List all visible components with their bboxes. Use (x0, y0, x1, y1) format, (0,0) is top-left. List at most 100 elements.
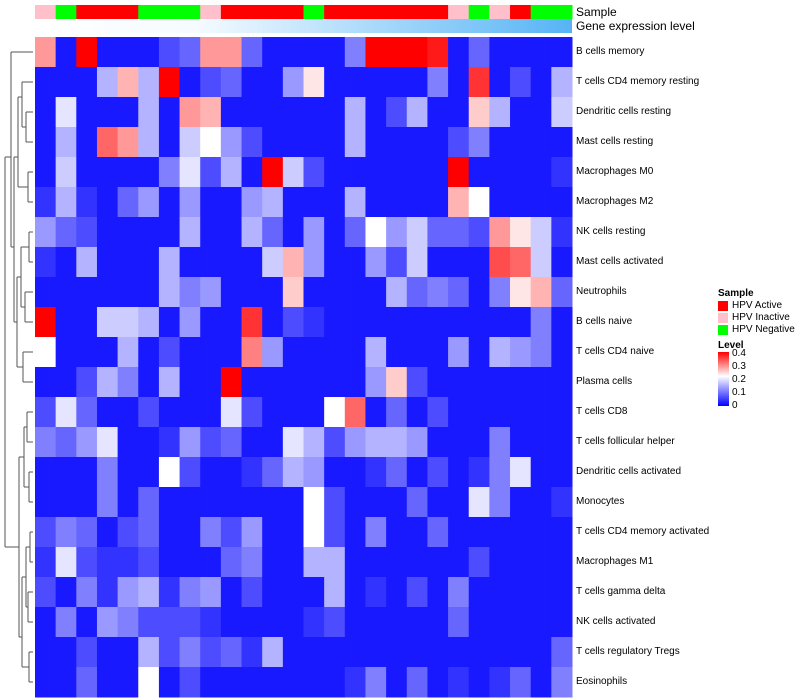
heatmap-cell-mast-cells-resting-5 (117, 127, 139, 158)
heatmap-cell-t-cells-cd4-naive-5 (117, 337, 139, 368)
heatmap-cell-eosinophils-8 (179, 667, 201, 698)
heatmap-cell-macrophages-m1-18 (386, 547, 408, 578)
heatmap-cell-dendritic-cells-resting-19 (406, 97, 428, 128)
heatmap-cell-t-cells-cd8-1 (35, 397, 57, 428)
heatmap-cell-b-cells-naive-4 (96, 307, 119, 338)
heatmap-cell-b-cells-memory-17 (365, 37, 387, 68)
heatmap-cell-t-cells-cd4-memory-resting-7 (158, 67, 181, 98)
heatmap-cell-mast-cells-resting-26 (551, 127, 573, 158)
heatmap-cell-macrophages-m1-1 (35, 547, 57, 578)
sample-annotation-cell-6 (138, 5, 160, 19)
sample-annotation-cell-11 (241, 5, 263, 19)
heatmap-cell-dendritic-cells-resting-25 (530, 97, 552, 128)
heatmap-cell-eosinophils-1 (35, 667, 57, 698)
heatmap-cell-macrophages-m1-13 (282, 547, 304, 578)
heatmap-cell-b-cells-memory-5 (117, 37, 139, 68)
heatmap-cell-nk-cells-activated-1 (35, 607, 57, 638)
heatmap-cell-plasma-cells-1 (35, 367, 57, 398)
heatmap-cell-dendritic-cells-resting-14 (303, 97, 325, 128)
heatmap-cell-dendritic-cells-resting-13 (282, 97, 304, 128)
sample-annotation-title: Sample (576, 5, 617, 19)
heatmap-cell-plasma-cells-10 (220, 367, 243, 398)
heatmap-cell-neutrophils-9 (200, 277, 222, 308)
heatmap-cell-monocytes-26 (551, 487, 573, 518)
heatmap-cell-nk-cells-resting-13 (282, 217, 304, 248)
heatmap-cell-macrophages-m1-26 (551, 547, 573, 578)
heatmap-cell-macrophages-m2-14 (303, 187, 325, 218)
heatmap-cell-t-cells-gamma-delta-14 (303, 577, 325, 608)
heatmap-cell-nk-cells-activated-18 (386, 607, 408, 638)
heatmap-cell-b-cells-naive-11 (241, 307, 263, 338)
heatmap-cell-macrophages-m1-25 (530, 547, 552, 578)
heatmap-cell-plasma-cells-3 (76, 367, 98, 398)
heatmap-cell-t-cells-regulatory-tregs-3 (76, 637, 98, 668)
heatmap-cell-t-cells-follicular-helper-8 (179, 427, 201, 458)
heatmap-cell-nk-cells-resting-5 (117, 217, 139, 248)
heatmap-cell-neutrophils-10 (220, 277, 243, 308)
heatmap-cell-nk-cells-resting-17 (365, 217, 387, 248)
heatmap-cell-b-cells-naive-21 (448, 307, 470, 338)
heatmap-cell-mast-cells-resting-21 (448, 127, 470, 158)
heatmap-cell-nk-cells-resting-2 (55, 217, 77, 248)
heatmap-cell-nk-cells-activated-9 (200, 607, 222, 638)
level-tick-0-3: 0.3 (732, 361, 746, 372)
heatmap-cell-mast-cells-resting-8 (179, 127, 201, 158)
heatmap-cell-dendritic-cells-activated-3 (76, 457, 98, 488)
heatmap-cell-t-cells-follicular-helper-2 (55, 427, 77, 458)
heatmap-cell-t-cells-cd8-8 (179, 397, 201, 428)
heatmap-cell-t-cells-cd4-naive-23 (489, 337, 511, 368)
heatmap-cell-t-cells-cd4-memory-resting-17 (365, 67, 387, 98)
heatmap-cell-t-cells-cd4-memory-activated-23 (489, 517, 511, 548)
heatmap-cell-neutrophils-2 (55, 277, 77, 308)
heatmap-cell-mast-cells-activated-20 (427, 247, 449, 278)
heatmap-cell-mast-cells-activated-16 (344, 247, 366, 278)
heatmap-cell-macrophages-m0-18 (386, 157, 408, 188)
heatmap-cell-t-cells-cd4-memory-resting-24 (510, 67, 532, 98)
heatmap-cell-monocytes-25 (530, 487, 552, 518)
heatmap-cell-t-cells-cd4-memory-activated-16 (344, 517, 366, 548)
heatmap-cell-t-cells-gamma-delta-2 (55, 577, 77, 608)
heatmap-cell-t-cells-follicular-helper-11 (241, 427, 263, 458)
heatmap-cell-b-cells-memory-9 (200, 37, 222, 68)
heatmap-cell-t-cells-cd4-memory-resting-1 (35, 67, 57, 98)
heatmap-cell-mast-cells-activated-24 (510, 247, 532, 278)
heatmap-cell-mast-cells-resting-15 (324, 127, 346, 158)
sample-annotation-cell-21 (448, 5, 470, 19)
heatmap-cell-nk-cells-activated-19 (406, 607, 428, 638)
heatmap-cell-dendritic-cells-activated-20 (427, 457, 449, 488)
sample-annotation-cell-10 (220, 5, 243, 19)
heatmap-cell-macrophages-m0-13 (282, 157, 304, 188)
heatmap-cell-t-cells-follicular-helper-18 (386, 427, 408, 458)
sample-annotation-cell-7 (158, 5, 181, 19)
heatmap-cell-dendritic-cells-activated-21 (448, 457, 470, 488)
heatmap-cell-t-cells-cd8-26 (551, 397, 573, 428)
heatmap-cell-t-cells-regulatory-tregs-17 (365, 637, 387, 668)
heatmap-cell-eosinophils-22 (468, 667, 490, 698)
heatmap-cell-nk-cells-activated-4 (96, 607, 119, 638)
heatmap-cell-monocytes-20 (427, 487, 449, 518)
heatmap-cell-t-cells-regulatory-tregs-4 (96, 637, 119, 668)
heatmap-cell-macrophages-m2-20 (427, 187, 449, 218)
row-label-neutrophils: Neutrophils (576, 286, 627, 297)
row-label-macrophages-m0: Macrophages M0 (576, 166, 654, 177)
heatmap-cell-t-cells-cd4-naive-6 (138, 337, 160, 368)
heatmap-cell-nk-cells-activated-12 (262, 607, 284, 638)
heatmap-cell-b-cells-memory-7 (158, 37, 181, 68)
heatmap-cell-t-cells-regulatory-tregs-25 (530, 637, 552, 668)
heatmap-cell-t-cells-cd4-memory-activated-7 (158, 517, 181, 548)
legend-item-hpv-negative: HPV Negative (718, 324, 795, 336)
heatmap-cell-nk-cells-activated-15 (324, 607, 346, 638)
heatmap-cell-eosinophils-15 (324, 667, 346, 698)
sample-annotation-cell-23 (489, 5, 511, 19)
sample-annotation-cell-18 (386, 5, 408, 19)
heatmap-cell-t-cells-cd8-24 (510, 397, 532, 428)
heatmap-cell-macrophages-m2-6 (138, 187, 160, 218)
heatmap-cell-monocytes-23 (489, 487, 511, 518)
heatmap-cell-b-cells-naive-25 (530, 307, 552, 338)
heatmap-cell-t-cells-cd4-memory-activated-5 (117, 517, 139, 548)
heatmap-cell-plasma-cells-23 (489, 367, 511, 398)
heatmap-cell-macrophages-m0-22 (468, 157, 490, 188)
heatmap-cell-t-cells-follicular-helper-17 (365, 427, 387, 458)
sample-annotation-bar (35, 5, 573, 19)
heatmap-cell-nk-cells-resting-16 (344, 217, 366, 248)
